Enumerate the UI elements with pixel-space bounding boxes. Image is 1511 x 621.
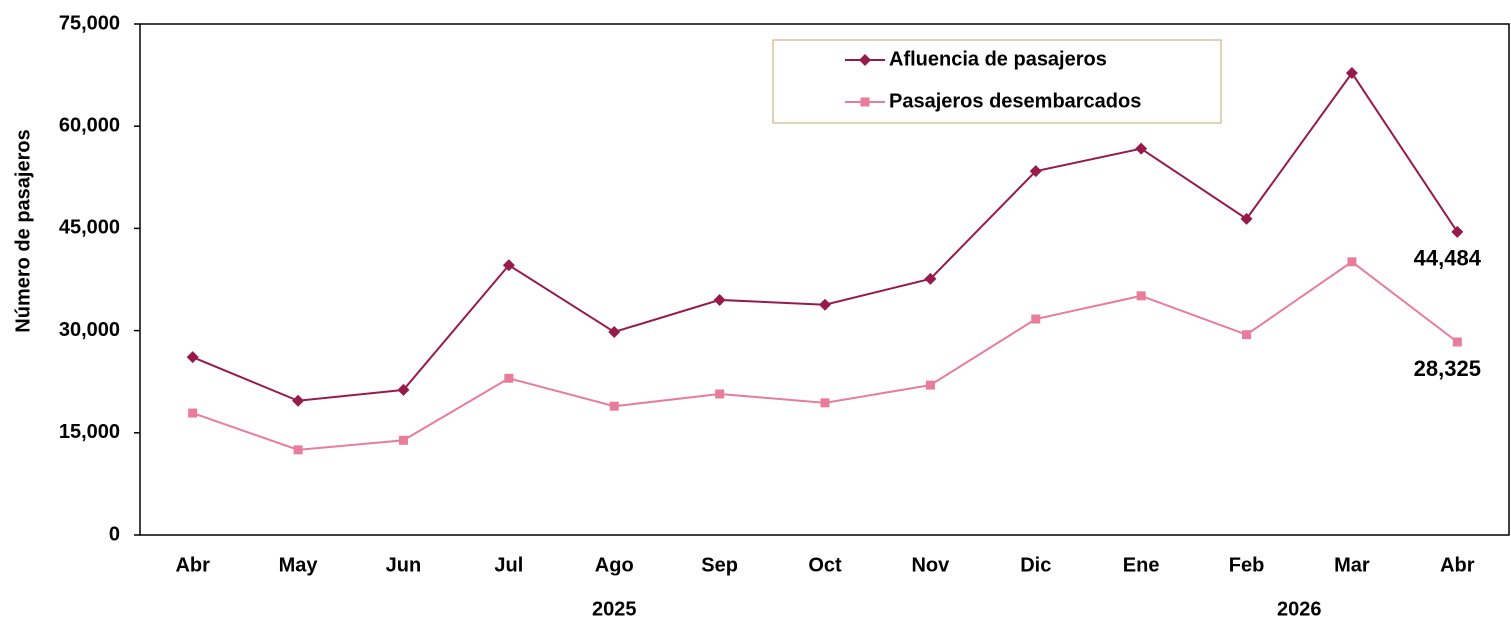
x-group-label: 2026 — [1277, 598, 1322, 620]
point — [1452, 337, 1462, 347]
x-tick-label: Ene — [1123, 554, 1160, 576]
point — [1136, 291, 1146, 301]
point — [1242, 330, 1252, 340]
x-group-label: 2025 — [592, 598, 637, 620]
point — [398, 435, 408, 445]
y-tick-label: 0 — [109, 523, 120, 545]
x-tick-label: Jul — [494, 554, 523, 576]
point — [1240, 212, 1253, 225]
point — [609, 401, 619, 411]
legend-marker — [859, 54, 871, 66]
point — [715, 389, 725, 399]
y-tick-label: 15,000 — [59, 421, 120, 443]
x-tick-label: Abr — [1440, 554, 1475, 576]
point — [502, 259, 515, 272]
data-label: 28,325 — [1414, 356, 1481, 381]
point — [293, 445, 303, 455]
point — [1451, 225, 1464, 238]
x-tick-label: May — [279, 554, 319, 576]
point — [925, 380, 935, 390]
point — [292, 394, 305, 407]
legend-label: Pasajeros desembarcados — [889, 90, 1141, 112]
point — [1031, 314, 1041, 324]
x-tick-label: Dic — [1020, 554, 1051, 576]
data-label: 44,484 — [1414, 246, 1482, 271]
point — [924, 272, 937, 285]
series-line — [192, 260, 1458, 451]
point — [504, 373, 514, 383]
y-tick-label: 60,000 — [59, 114, 120, 136]
legend-box — [772, 39, 1222, 124]
y-tick-label: 30,000 — [59, 319, 120, 341]
plot-area — [139, 23, 1510, 536]
y-tick-label: 45,000 — [59, 217, 120, 239]
legend-marker — [860, 97, 870, 107]
y-tick-label: 75,000 — [59, 12, 120, 34]
y-axis-title: Número de pasajeros — [12, 129, 34, 332]
x-tick-label: Abr — [175, 554, 210, 576]
x-tick-label: Mar — [1334, 554, 1370, 576]
point — [820, 398, 830, 408]
point — [188, 408, 198, 418]
x-tick-label: Oct — [808, 554, 842, 576]
x-tick-label: Nov — [911, 554, 950, 576]
point — [713, 293, 726, 306]
x-tick-label: Ago — [595, 554, 634, 576]
x-tick-label: Feb — [1229, 554, 1265, 576]
point — [1347, 257, 1357, 267]
point — [1345, 67, 1358, 80]
x-tick-label: Jun — [386, 554, 422, 576]
point — [1135, 142, 1148, 155]
point — [819, 298, 831, 311]
x-tick-label: Sep — [701, 554, 738, 576]
point — [186, 351, 199, 364]
point — [397, 383, 410, 396]
point — [608, 325, 621, 338]
point — [1029, 165, 1042, 178]
legend-label: Afluencia de pasajeros — [889, 48, 1107, 70]
